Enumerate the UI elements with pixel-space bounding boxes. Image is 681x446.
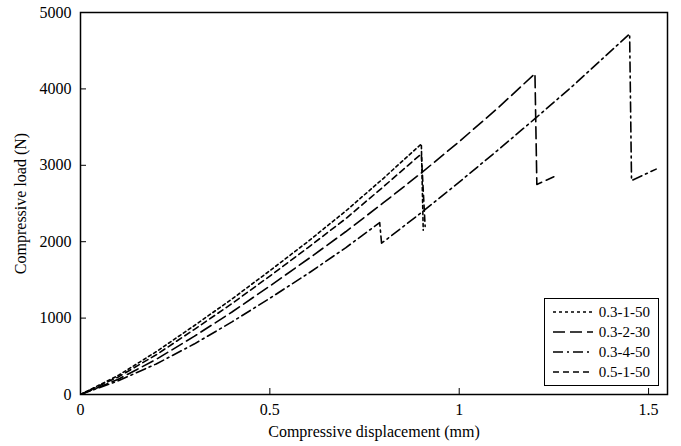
svg-text:2000: 2000 [40,233,72,250]
html-text:0.5-1-50: 0.5-1-50 [598,363,650,380]
svg-text:Compressive load (N): Compressive load (N) [12,133,30,274]
svg-text:4000: 4000 [40,80,72,97]
svg-text:Compressive displacement (mm): Compressive displacement (mm) [268,423,480,441]
svg-text:0.5: 0.5 [260,401,280,418]
svg-text:0: 0 [77,401,85,418]
svg-text:1: 1 [455,401,463,418]
svg-text:5000: 5000 [40,4,72,21]
svg-text:1.5: 1.5 [639,401,659,418]
html-text:0.3-2-30: 0.3-2-30 [598,323,650,340]
svg-text:0: 0 [64,386,72,403]
html-text:0.3-4-50: 0.3-4-50 [598,343,650,360]
svg-text:1000: 1000 [40,309,72,326]
html-text:0.3-1-50: 0.3-1-50 [598,303,650,320]
svg-text:3000: 3000 [40,156,72,173]
